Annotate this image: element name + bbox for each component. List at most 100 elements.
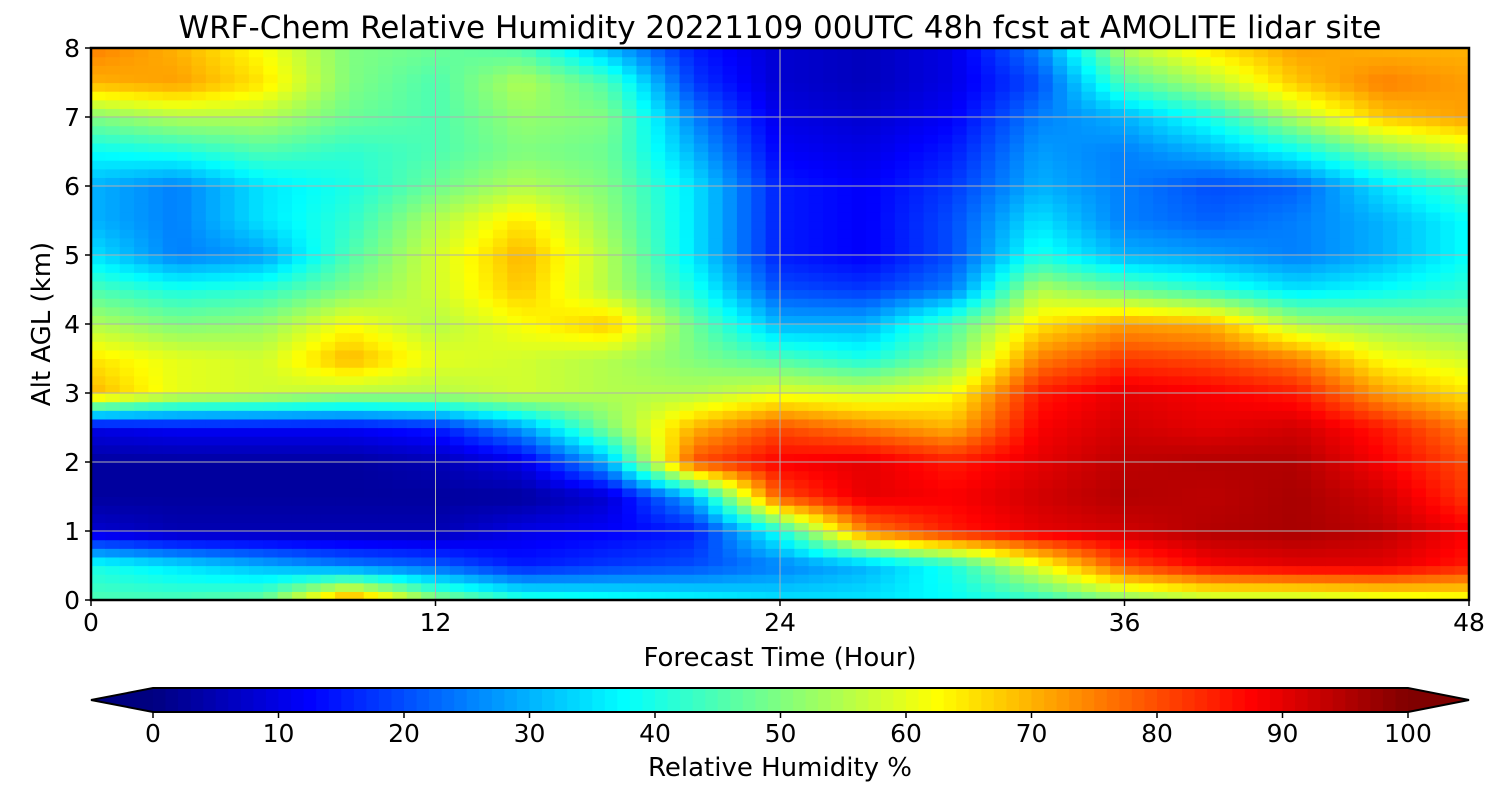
heatmap-cell [1210, 418, 1226, 429]
heatmap-cell [837, 393, 853, 403]
heatmap-cell [923, 574, 939, 584]
heatmap-cell [1224, 531, 1240, 541]
heatmap-cell [722, 349, 738, 360]
heatmap-cell [449, 436, 465, 446]
heatmap-cell [119, 410, 135, 420]
heatmap-cell [909, 177, 925, 187]
heatmap-cell [679, 367, 695, 377]
heatmap-cell [234, 168, 250, 178]
heatmap-cell [866, 375, 882, 385]
heatmap-cell [1425, 298, 1441, 308]
heatmap-cell [91, 393, 106, 403]
heatmap-cell [980, 513, 996, 523]
heatmap-cell [234, 324, 250, 334]
heatmap-cell [492, 470, 508, 480]
heatmap-cell [550, 246, 566, 256]
heatmap-cell [277, 582, 293, 592]
heatmap-cell [349, 298, 365, 308]
heatmap-cell [866, 367, 882, 377]
heatmap-cell [363, 298, 379, 308]
heatmap-cell [894, 444, 910, 454]
heatmap-cell [392, 393, 408, 403]
heatmap-cell [837, 531, 853, 541]
heatmap-cell [234, 246, 250, 256]
heatmap-cell [349, 306, 365, 316]
heatmap-cell [894, 160, 910, 170]
heatmap-cell [1368, 332, 1384, 342]
heatmap-cell [579, 367, 594, 377]
heatmap-cell [765, 479, 781, 489]
heatmap-cell [780, 548, 795, 558]
heatmap-cell [909, 272, 925, 282]
heatmap-cell [1239, 470, 1255, 480]
heatmap-cell [177, 194, 193, 204]
heatmap-cell [1296, 203, 1312, 213]
heatmap-cell [622, 574, 638, 584]
heatmap-cell [1253, 410, 1269, 420]
heatmap-cell [780, 401, 795, 411]
heatmap-cell [320, 462, 336, 472]
heatmap-cell [492, 358, 508, 368]
heatmap-cell [435, 505, 451, 515]
heatmap-cell [866, 436, 882, 446]
heatmap-cell [464, 298, 480, 308]
heatmap-cell [780, 393, 795, 403]
heatmap-cell [751, 565, 767, 575]
heatmap-cell [1325, 591, 1341, 600]
heatmap-cell [105, 574, 121, 584]
heatmap-cell [693, 367, 709, 377]
heatmap-cell [665, 496, 681, 506]
heatmap-cell [923, 358, 939, 368]
heatmap-cell [937, 496, 953, 506]
heatmap-cell [980, 479, 996, 489]
heatmap-cell [952, 375, 968, 385]
heatmap-cell [765, 177, 781, 187]
heatmap-cell [1196, 582, 1212, 592]
heatmap-cell [1052, 272, 1068, 282]
heatmap-cell [1440, 160, 1456, 170]
heatmap-cell [507, 427, 523, 437]
heatmap-cell [1440, 255, 1456, 265]
heatmap-cell [650, 160, 666, 170]
heatmap-cell [191, 375, 207, 385]
heatmap-cell [277, 505, 293, 515]
heatmap-cell [851, 401, 867, 411]
heatmap-cell [1268, 151, 1283, 161]
heatmap-cell [162, 531, 178, 541]
heatmap-cell [550, 582, 566, 592]
heatmap-cell [837, 556, 853, 567]
heatmap-cell [765, 246, 781, 256]
heatmap-cell [1124, 324, 1140, 334]
heatmap-cell [1167, 255, 1183, 265]
heatmap-cell [392, 315, 408, 325]
heatmap-cell [980, 462, 996, 472]
heatmap-cell [449, 591, 465, 600]
heatmap-cell [1339, 462, 1355, 472]
heatmap-cell [263, 574, 279, 584]
heatmap-cell [105, 479, 121, 489]
heatmap-cell [894, 289, 910, 299]
heatmap-cell [220, 384, 236, 394]
heatmap-cell [263, 168, 279, 178]
heatmap-cell [148, 487, 164, 498]
heatmap-cell [406, 367, 422, 377]
heatmap-cell [1024, 513, 1039, 523]
heatmap-cell [679, 496, 695, 506]
heatmap-cell [550, 418, 566, 429]
heatmap-cell [521, 418, 537, 429]
heatmap-cell [593, 211, 609, 222]
heatmap-cell [564, 229, 580, 239]
heatmap-cell [134, 315, 150, 325]
heatmap-cell [492, 462, 508, 472]
heatmap-cell [636, 168, 652, 178]
heatmap-cell [579, 582, 594, 592]
heatmap-cell [263, 358, 279, 368]
heatmap-cell [622, 151, 638, 161]
heatmap-cell [708, 556, 724, 567]
heatmap-cell [1454, 151, 1469, 161]
heatmap-cell [550, 548, 566, 558]
heatmap-cell [1196, 479, 1212, 489]
heatmap-cell [866, 496, 882, 506]
heatmap-cell [722, 539, 738, 549]
heatmap-cell [980, 453, 996, 463]
